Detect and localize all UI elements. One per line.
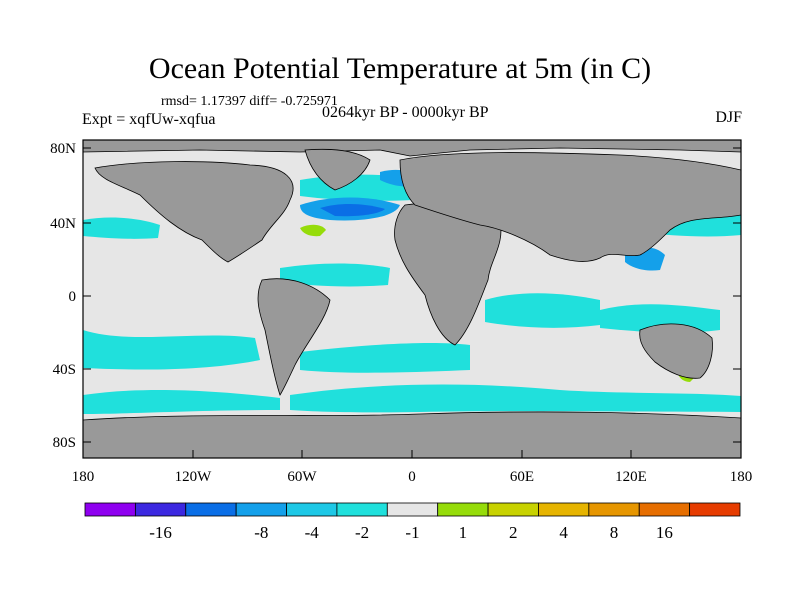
colorbar-swatch	[134, 502, 187, 517]
north-america	[94, 161, 294, 263]
colorbar-swatch	[235, 502, 287, 517]
mid-atlantic-plus1	[300, 224, 326, 237]
colorbar-label: -16	[149, 523, 172, 542]
colorbar-label: -2	[355, 523, 369, 542]
season-label: DJF	[715, 109, 742, 126]
longitude-tick-marks	[82, 450, 742, 458]
colorbar-label: 2	[509, 523, 518, 542]
lon-label-180e: 180	[730, 469, 753, 485]
plot-title: Ocean Potential Temperature at 5m (in C)	[148, 52, 652, 85]
colorbar-label: -8	[254, 523, 268, 542]
south-atlantic-band	[300, 342, 470, 373]
colorbar-label: 4	[559, 523, 568, 542]
colorbar-swatch	[386, 502, 439, 517]
west-pacific-band	[600, 304, 720, 333]
eurasia	[399, 152, 741, 262]
colorbar-swatch	[336, 502, 388, 517]
north-pacific-east	[83, 217, 160, 239]
australia	[639, 323, 713, 379]
period-label: 0264kyr BP - 0000kyr BP	[322, 104, 489, 121]
colorbar-swatch	[538, 502, 590, 517]
indian-ocean-band	[485, 293, 600, 328]
colorbar-swatch	[487, 502, 539, 517]
gulf-stream-minus4	[320, 203, 385, 217]
greenland	[304, 148, 371, 191]
colorbar-label: 8	[610, 523, 619, 542]
lon-label-120w: 120W	[175, 469, 213, 485]
map-area	[83, 140, 741, 458]
colorbar-swatch	[638, 502, 691, 517]
colorbar: -16 -8 -4 -2 -1 1 2 4 8 16	[84, 502, 741, 542]
lon-label-180w: 180	[72, 469, 95, 485]
lon-label-120e: 120E	[615, 469, 647, 485]
arctic-land	[83, 140, 741, 157]
south-america	[257, 278, 331, 396]
colorbar-swatch	[588, 502, 640, 517]
latitude-tick-marks	[83, 147, 741, 443]
colorbar-label: 16	[656, 523, 673, 542]
statistics-text: rmsd= 1.17397 diff= -0.725971	[161, 94, 338, 109]
colorbar-label: -4	[305, 523, 320, 542]
colorbar-label: -1	[405, 523, 419, 542]
southern-ocean-band-east	[290, 384, 741, 413]
experiment-label: Expt = xqfUw-xqfua	[82, 111, 216, 128]
colorbar-swatch	[689, 502, 741, 517]
southern-ocean-band-west	[83, 389, 280, 414]
lat-label-40s: 40S	[53, 362, 76, 378]
south-pacific-band	[83, 330, 260, 370]
land-masses	[83, 140, 741, 458]
tropical-atlantic	[280, 263, 390, 287]
colorbar-label: 1	[459, 523, 468, 542]
colorbar-swatch	[185, 502, 237, 517]
antarctica	[83, 411, 741, 458]
lat-label-0: 0	[69, 289, 77, 305]
lon-label-0: 0	[408, 469, 416, 485]
colorbar-swatch	[286, 502, 338, 517]
lat-label-80s: 80S	[53, 435, 76, 451]
lat-label-80n: 80N	[50, 141, 76, 157]
colorbar-swatch	[84, 502, 136, 517]
colorbar-swatch	[437, 502, 489, 517]
lon-label-60w: 60W	[287, 469, 317, 485]
lat-label-40n: 40N	[50, 216, 76, 232]
lon-label-60e: 60E	[510, 469, 534, 485]
